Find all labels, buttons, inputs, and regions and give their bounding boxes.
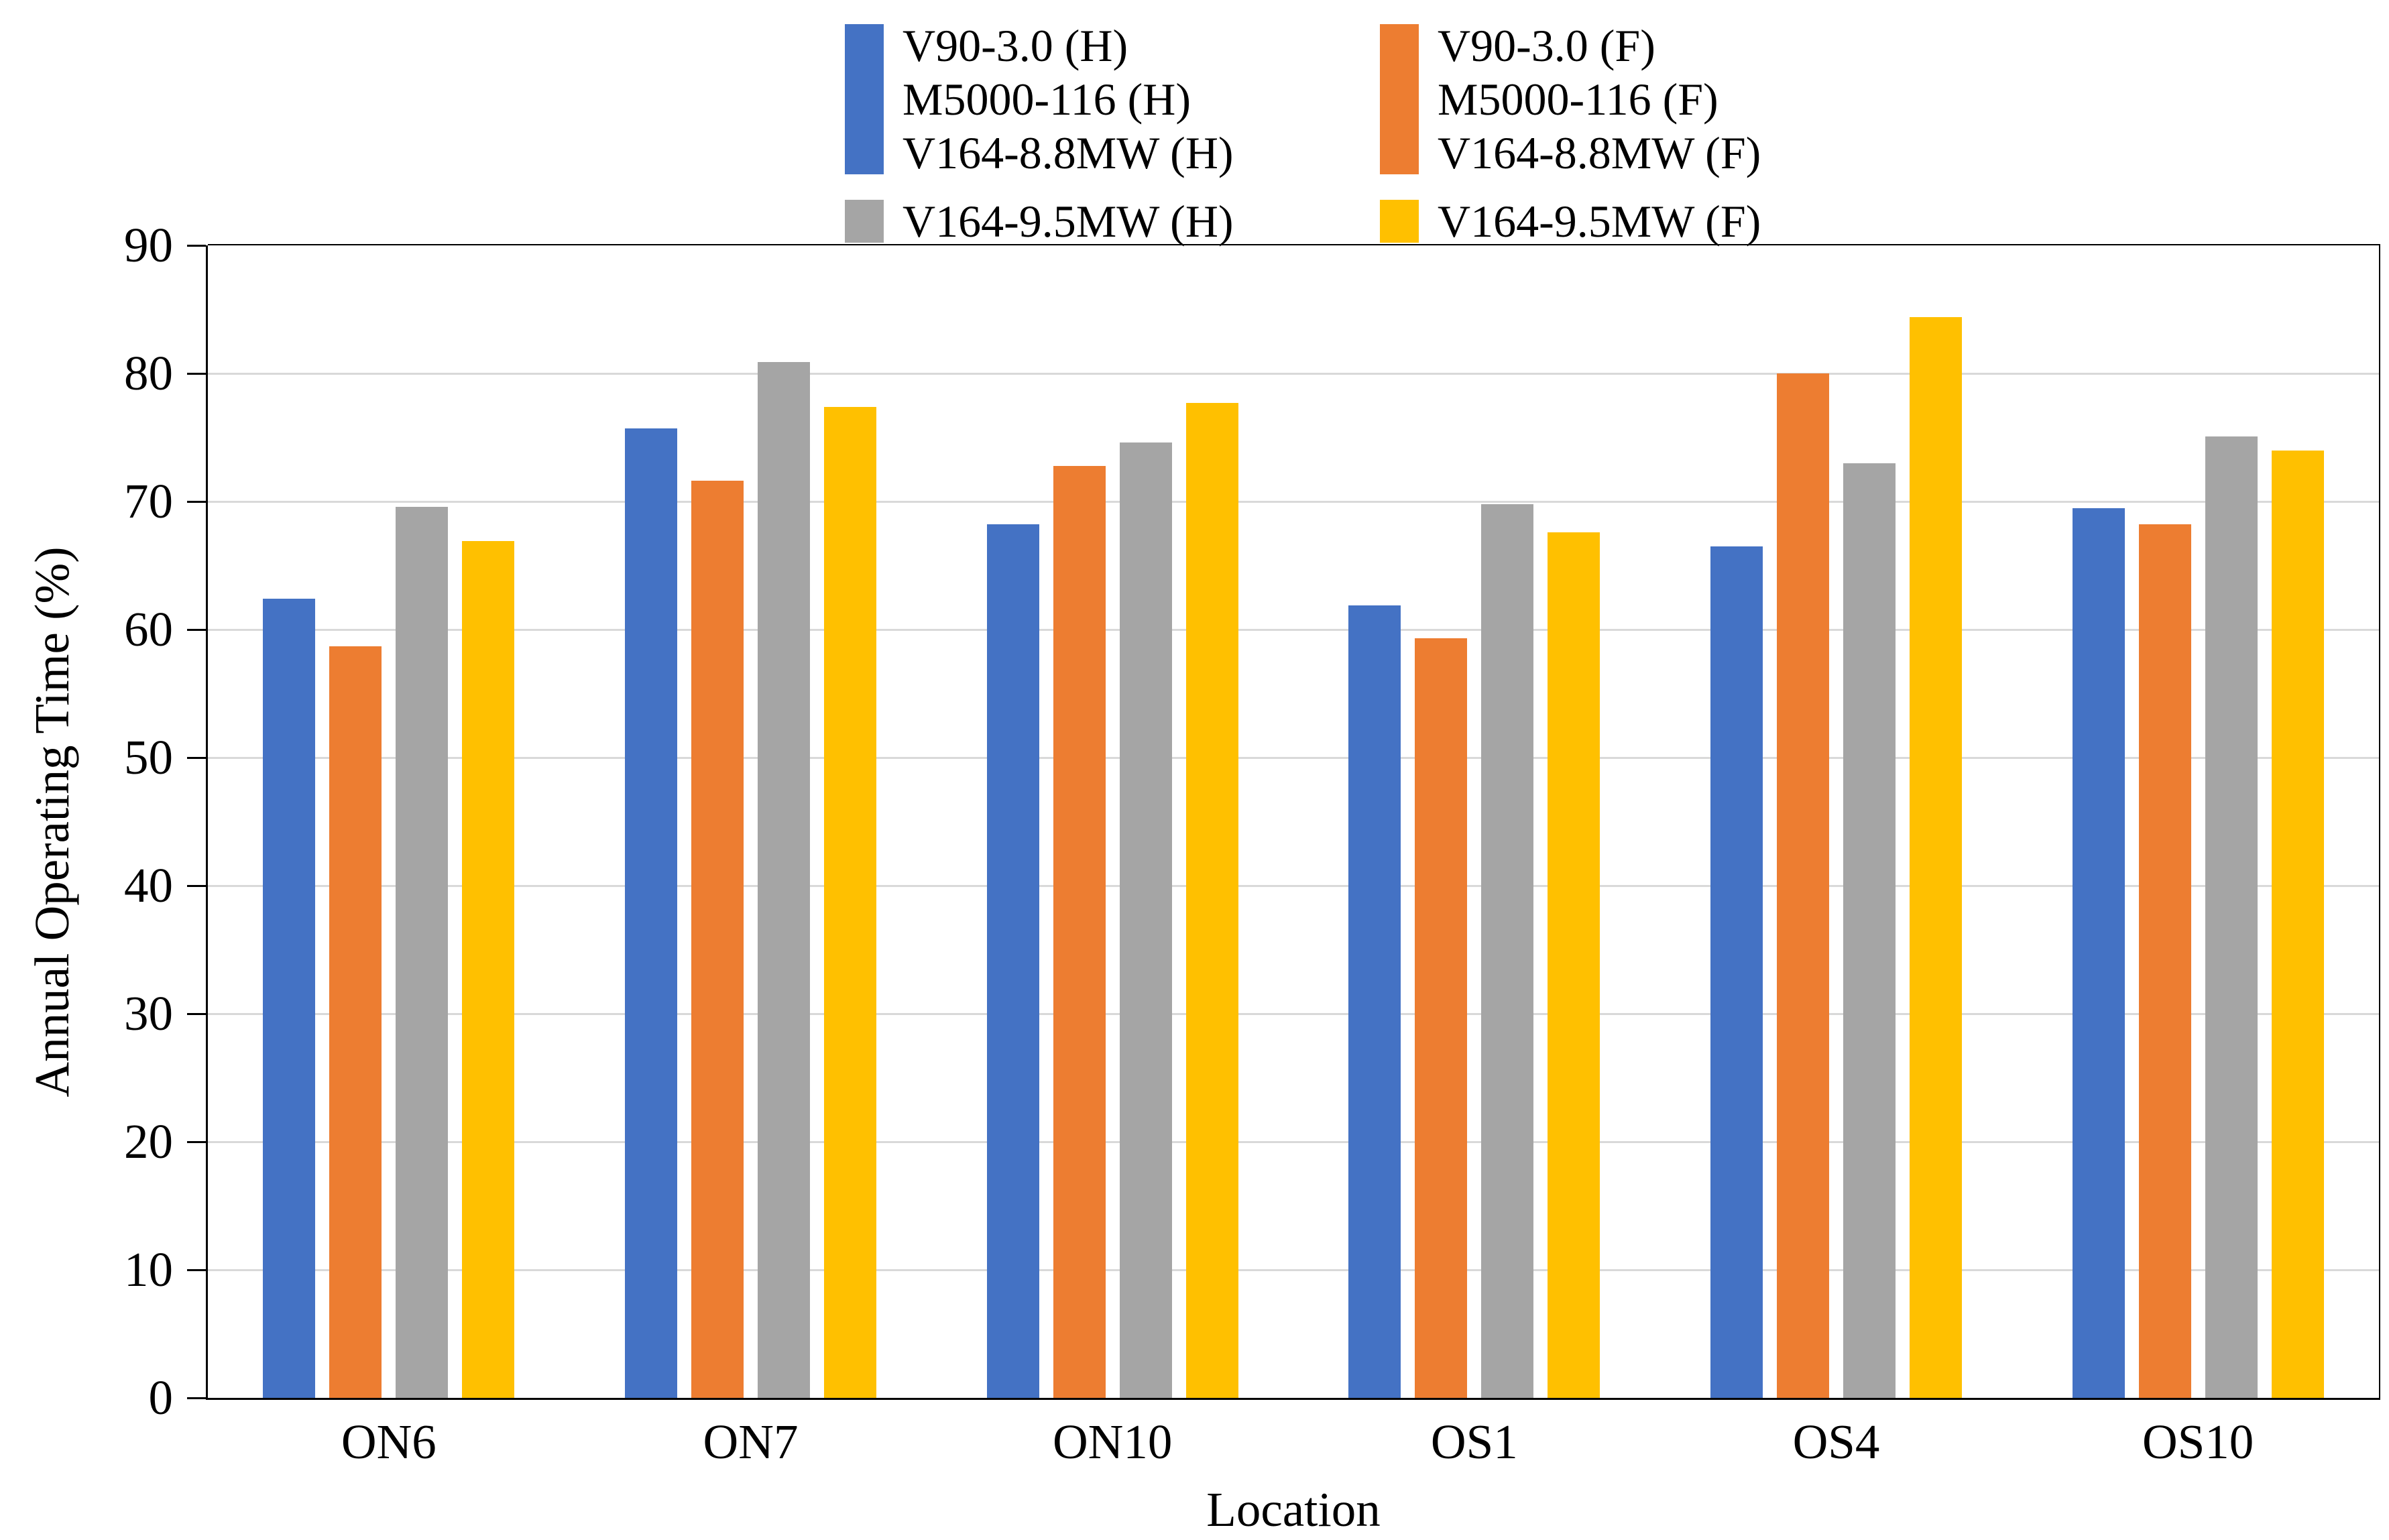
y-tick-20 <box>187 1141 206 1143</box>
y-tick-80 <box>187 373 206 375</box>
gridline-y-10 <box>208 1269 2379 1271</box>
y-tick-label-90: 90 <box>124 218 173 272</box>
bar-OS4-s3 <box>1843 463 1896 1398</box>
legend-entry: V90-3.0 (H) M5000-116 (H) V164-8.8MW (H) <box>845 19 1234 180</box>
legend-entry: V90-3.0 (F) M5000-116 (F) V164-8.8MW (F) <box>1380 19 1761 180</box>
gridline-y-30 <box>208 1013 2379 1015</box>
bar-OS4-s4 <box>1910 316 1962 1398</box>
bar-OS4-s2 <box>1777 373 1829 1398</box>
gridline-y-20 <box>208 1141 2379 1143</box>
legend-label-group: V164-9.5MW (H) <box>902 194 1234 248</box>
bar-OS10-s3 <box>2205 436 2258 1398</box>
legend-label: V164-8.8MW (F) <box>1438 127 1761 178</box>
x-axis-line <box>206 1398 2379 1400</box>
bar-ON6-s1 <box>263 599 316 1398</box>
legend-label: V90-3.0 (H) <box>902 20 1128 71</box>
y-tick-label-70: 70 <box>124 474 173 528</box>
bar-ON7-s1 <box>625 428 677 1398</box>
plot-right-border <box>2379 244 2380 1400</box>
bar-ON6-s4 <box>462 541 515 1398</box>
bar-OS10-s1 <box>2072 508 2125 1398</box>
x-tick-label-OS1: OS1 <box>1430 1415 1518 1469</box>
gridline-y-60 <box>208 629 2379 631</box>
y-axis-line <box>206 245 208 1400</box>
bar-ON10-s2 <box>1053 465 1106 1398</box>
x-tick-label-OS10: OS10 <box>2142 1415 2254 1469</box>
bar-ON10-s1 <box>986 524 1039 1398</box>
y-tick-label-60: 60 <box>124 602 173 656</box>
legend-swatch <box>845 24 884 174</box>
bar-OS1-s3 <box>1481 504 1534 1398</box>
y-tick-90 <box>187 245 206 247</box>
bar-OS10-s2 <box>2138 524 2191 1398</box>
bar-ON7-s2 <box>691 481 744 1398</box>
y-tick-10 <box>187 1269 206 1271</box>
legend-swatch <box>1380 200 1419 243</box>
x-tick-label-ON10: ON10 <box>1052 1415 1173 1469</box>
y-tick-label-0: 0 <box>148 1370 174 1425</box>
y-tick-0 <box>187 1397 206 1399</box>
legend-entry: V164-9.5MW (F) <box>1380 194 1761 248</box>
legend-label: V90-3.0 (F) <box>1438 20 1655 71</box>
legend-label-group: V90-3.0 (F) M5000-116 (F) V164-8.8MW (F) <box>1438 19 1761 180</box>
bar-OS4-s1 <box>1710 546 1763 1398</box>
x-tick-label-ON6: ON6 <box>341 1415 436 1469</box>
x-tick-label-OS4: OS4 <box>1792 1415 1880 1469</box>
bar-ON6-s2 <box>329 646 382 1398</box>
bar-ON7-s3 <box>758 361 810 1398</box>
bar-ON10-s3 <box>1119 442 1172 1398</box>
bar-OS1-s4 <box>1548 532 1600 1398</box>
legend-swatch <box>845 200 884 243</box>
bar-ON7-s4 <box>824 406 876 1398</box>
y-tick-label-30: 30 <box>124 986 173 1041</box>
y-tick-label-80: 80 <box>124 346 173 400</box>
legend-label-group: V164-9.5MW (F) <box>1438 194 1761 248</box>
legend-label: M5000-116 (F) <box>1438 74 1718 125</box>
legend-column: V90-3.0 (F) M5000-116 (F) V164-8.8MW (F) V1… <box>1380 19 1761 248</box>
legend-swatch <box>1380 24 1419 174</box>
y-tick-label-40: 40 <box>124 858 173 912</box>
y-tick-40 <box>187 885 206 887</box>
bar-OS1-s1 <box>1348 605 1401 1398</box>
legend-entry: V164-9.5MW (H) <box>845 194 1234 248</box>
bar-ON6-s3 <box>396 506 449 1398</box>
bar-ON10-s4 <box>1185 402 1238 1398</box>
y-tick-30 <box>187 1013 206 1015</box>
bar-OS10-s4 <box>2271 450 2324 1398</box>
y-tick-60 <box>187 629 206 631</box>
gridline-y-40 <box>208 885 2379 887</box>
bar-OS1-s2 <box>1415 638 1468 1398</box>
plot-top-border <box>208 244 2379 245</box>
legend-label: V164-9.5MW (F) <box>1438 196 1761 247</box>
legend-column: V90-3.0 (H) M5000-116 (H) V164-8.8MW (H) V1… <box>845 19 1234 248</box>
gridline-y-70 <box>208 501 2379 503</box>
y-tick-label-20: 20 <box>124 1114 173 1169</box>
legend-label: M5000-116 (H) <box>902 74 1191 125</box>
legend-label: V164-9.5MW (H) <box>902 196 1234 247</box>
y-tick-50 <box>187 757 206 759</box>
y-tick-70 <box>187 501 206 503</box>
legend-label-group: V90-3.0 (H) M5000-116 (H) V164-8.8MW (H) <box>902 19 1234 180</box>
y-tick-label-50: 50 <box>124 730 173 784</box>
gridline-y-80 <box>208 373 2379 375</box>
x-axis-title: Location <box>1206 1482 1381 1537</box>
legend-label: V164-8.8MW (H) <box>902 127 1234 178</box>
gridline-y-50 <box>208 757 2379 759</box>
y-tick-label-10: 10 <box>124 1242 173 1297</box>
x-tick-label-ON7: ON7 <box>703 1415 799 1469</box>
